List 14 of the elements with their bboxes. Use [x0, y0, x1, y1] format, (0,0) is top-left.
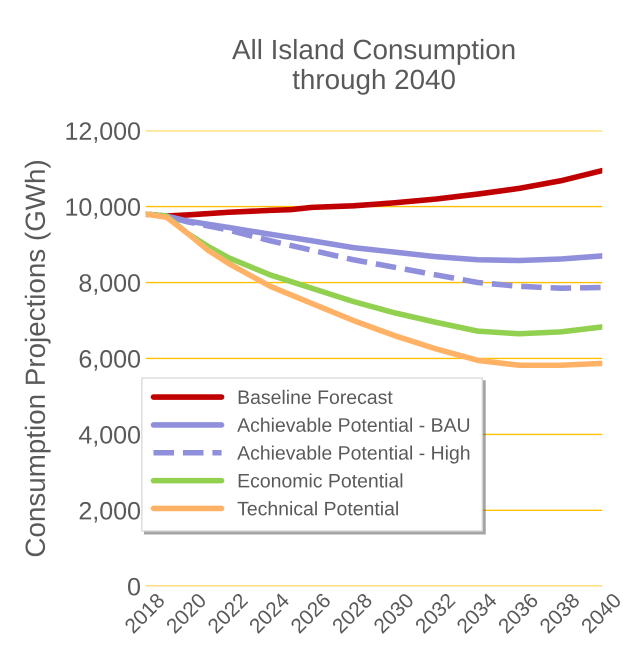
y-tick-label: 6,000: [80, 350, 140, 371]
legend-label: Technical Potential: [238, 501, 398, 516]
y-tick-label: 12,000: [66, 122, 140, 143]
y-tick-label: 4,000: [78, 426, 140, 447]
legend-label: Baseline Forecast: [238, 390, 393, 404]
y-tick-label: 10,000: [66, 198, 140, 219]
y-tick-label: 2,000: [80, 502, 140, 523]
legend-label: Achievable Potential - High: [237, 445, 470, 464]
legend-label: Economic Potential: [238, 473, 402, 488]
y-axis-title: Consumption Projections (GWh): [24, 161, 51, 556]
legend-label: Achievable Potential - BAU: [237, 418, 470, 432]
y-tick-label: 8,000: [79, 274, 140, 295]
y-tick-label: 0: [128, 578, 140, 596]
chart-title: All Island Consumption through 2040: [232, 38, 514, 95]
